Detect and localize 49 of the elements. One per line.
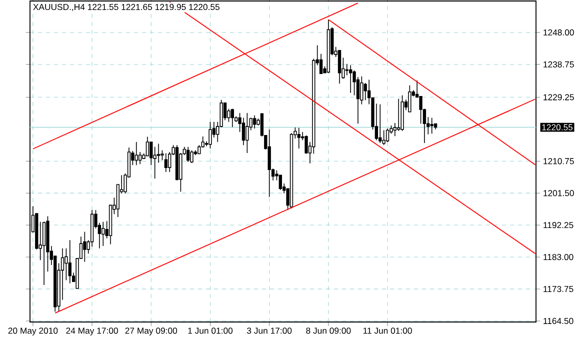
candlestick [252, 114, 256, 129]
x-tick-label: 3 Jun 17:00 [247, 328, 292, 334]
candlestick [378, 104, 382, 144]
y-tick-label: 1173.75 [544, 286, 574, 292]
x-tick-label: 11 Jun 01:00 [363, 328, 412, 334]
candlestick [83, 231, 86, 262]
candlestick [419, 96, 422, 124]
candlestick [349, 64, 352, 94]
x-tick-label: 8 Jun 09:00 [306, 328, 351, 334]
candlestick [138, 152, 142, 164]
y-tick-label: 1192.25 [544, 222, 574, 228]
y-tick-label: 1183.00 [544, 254, 574, 260]
candlestick [278, 174, 282, 190]
candlestick [146, 136, 150, 156]
x-tick-label: 24 May 17:00 [66, 328, 118, 336]
candlestick [297, 127, 300, 149]
candlestick [397, 98, 400, 132]
candlestick [430, 117, 434, 134]
candlestick [190, 150, 194, 164]
candlestick [364, 82, 367, 101]
candlestick [408, 84, 412, 112]
candlestick [345, 63, 348, 76]
candlestick [382, 130, 386, 146]
candlestick [164, 152, 168, 172]
candlestick [42, 221, 46, 286]
candlestick [230, 108, 234, 128]
candlestick [156, 143, 160, 164]
x-tick-label: 20 May 2010 [8, 328, 58, 336]
candlestick [386, 128, 390, 142]
ref-line-label: 1220.55 [542, 124, 573, 130]
candlestick [68, 240, 72, 284]
candlestick [134, 142, 138, 166]
candlestick [268, 129, 271, 198]
candlestick [186, 146, 190, 162]
y-tick-label: 1210.75 [544, 158, 574, 164]
chart-title: XAUUSD.,H4 1221.55 1221.65 1219.95 1220.55 [33, 4, 220, 12]
candlestick [150, 142, 153, 166]
x-tick-label: 1 Jun 01:00 [188, 328, 233, 334]
y-tick-label: 1248.00 [544, 29, 574, 36]
x-tick-label: 27 May 09:00 [125, 328, 178, 336]
y-tick-label: 1238.75 [544, 61, 574, 68]
candlestick [246, 112, 249, 154]
y-tick-label: 1229.25 [544, 94, 574, 100]
candlestick [338, 50, 342, 84]
candlestick [102, 221, 105, 246]
y-tick-label: 1201.50 [544, 190, 574, 196]
y-tick-label: 1164.50 [544, 318, 574, 324]
candlestick [208, 122, 212, 149]
candlestick [242, 117, 246, 146]
